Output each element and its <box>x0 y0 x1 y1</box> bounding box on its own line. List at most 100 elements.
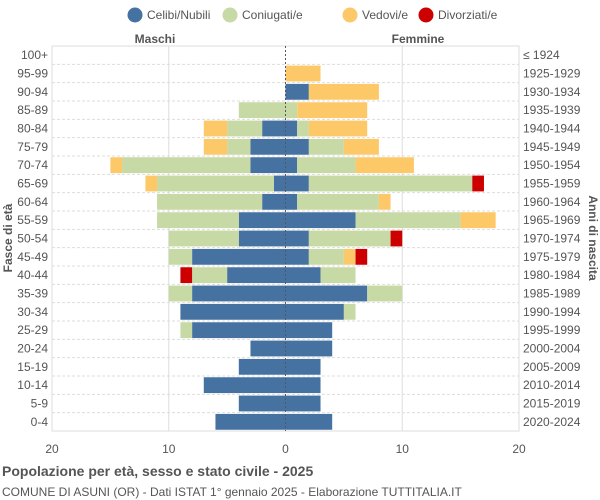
bar-male-celibi-nubili-30-34 <box>180 303 286 320</box>
legend-marker-0 <box>127 7 143 23</box>
age-label: 35-39 <box>17 287 48 301</box>
bar-female-vedovi-e-80-84 <box>308 120 368 137</box>
bar-female-coniugati-e-50-54 <box>308 230 391 247</box>
bar-female-coniugati-e-80-84 <box>297 120 309 137</box>
bar-male-celibi-nubili-5-9 <box>238 395 286 412</box>
birth-year-label: 1990-1994 <box>523 305 581 319</box>
bar-male-celibi-nubili-15-19 <box>238 358 286 375</box>
age-label: 15-19 <box>17 360 48 374</box>
age-label: 10-14 <box>17 378 48 392</box>
age-label: 45-49 <box>17 250 48 264</box>
birth-year-label: 1970-1974 <box>523 232 581 246</box>
legend-marker-2 <box>342 7 358 23</box>
bar-male-celibi-nubili-45-49 <box>192 248 286 265</box>
bar-male-coniugati-e-55-59 <box>157 212 239 229</box>
birth-year-label: ≤ 1924 <box>523 48 560 62</box>
birth-year-label: 1925-1929 <box>523 67 581 81</box>
bar-male-coniugati-e-25-29 <box>180 322 193 339</box>
legend-label: Coniugati/e <box>242 8 303 22</box>
bar-male-celibi-nubili-70-74 <box>250 157 286 174</box>
bar-female-celibi-nubili-20-24 <box>285 340 333 357</box>
legend-label: Divorziati/e <box>438 8 498 22</box>
bar-female-coniugati-e-85-89 <box>285 102 298 119</box>
birth-year-label: 1980-1984 <box>523 268 581 282</box>
age-label: 85-89 <box>17 103 48 117</box>
bar-male-vedovi-e-70-74 <box>110 157 123 174</box>
bar-female-coniugati-e-70-74 <box>297 157 356 174</box>
bar-female-coniugati-e-40-44 <box>320 267 356 284</box>
bar-female-vedovi-e-70-74 <box>355 157 414 174</box>
birth-year-label: 2010-2014 <box>523 378 581 392</box>
bar-female-celibi-nubili-40-44 <box>285 267 321 284</box>
bar-male-celibi-nubili-75-79 <box>250 138 286 155</box>
bar-female-celibi-nubili-25-29 <box>285 322 333 339</box>
birth-year-label: 1950-1954 <box>523 158 581 172</box>
bar-female-vedovi-e-75-79 <box>343 138 379 155</box>
bar-female-coniugati-e-45-49 <box>308 248 344 265</box>
bar-female-celibi-nubili-0-4 <box>285 413 333 430</box>
bar-female-celibi-nubili-60-64 <box>285 193 298 210</box>
birth-year-label: 2015-2019 <box>523 397 581 411</box>
bar-female-celibi-nubili-35-39 <box>285 285 368 302</box>
bar-female-coniugati-e-35-39 <box>367 285 403 302</box>
bar-female-divorziati-e-45-49 <box>355 248 368 265</box>
bar-female-vedovi-e-45-49 <box>343 248 356 265</box>
birth-year-label: 1930-1934 <box>523 85 581 99</box>
legend-label: Celibi/Nubili <box>147 8 210 22</box>
age-label: 100+ <box>21 48 48 62</box>
birth-year-label: 1985-1989 <box>523 287 581 301</box>
bar-male-celibi-nubili-20-24 <box>250 340 286 357</box>
bar-female-coniugati-e-30-34 <box>343 303 356 320</box>
birth-year-label: 1995-1999 <box>523 323 581 337</box>
chart-title: Popolazione per età, sesso e stato civil… <box>2 463 314 479</box>
bar-male-coniugati-e-50-54 <box>168 230 239 247</box>
bar-male-celibi-nubili-55-59 <box>238 212 286 229</box>
bar-female-celibi-nubili-10-14 <box>285 377 321 394</box>
birth-year-label: 1945-1949 <box>523 140 581 154</box>
bar-female-celibi-nubili-75-79 <box>285 138 309 155</box>
x-tick-label: 20 <box>512 442 526 456</box>
birth-year-label: 1965-1969 <box>523 213 581 227</box>
legend-label: Vedovi/e <box>362 8 408 22</box>
age-label: 0-4 <box>31 415 49 429</box>
bar-female-vedovi-e-85-89 <box>297 102 368 119</box>
birth-year-label: 1960-1964 <box>523 195 581 209</box>
bar-male-coniugati-e-85-89 <box>238 102 286 119</box>
birth-year-label: 2000-2004 <box>523 342 581 356</box>
y-axis-title-right: Anni di nascita <box>586 195 600 281</box>
group-label-femmine: Femmine <box>392 32 445 46</box>
age-label: 65-69 <box>17 177 48 191</box>
age-label: 55-59 <box>17 213 48 227</box>
bar-female-celibi-nubili-15-19 <box>285 358 321 375</box>
age-label: 25-29 <box>17 323 48 337</box>
bar-female-vedovi-e-60-64 <box>378 193 391 210</box>
bar-female-celibi-nubili-70-74 <box>285 157 298 174</box>
bar-male-celibi-nubili-60-64 <box>262 193 286 210</box>
age-label: 20-24 <box>17 342 48 356</box>
age-label: 60-64 <box>17 195 48 209</box>
bar-male-coniugati-e-60-64 <box>157 193 263 210</box>
birth-year-label: 1935-1939 <box>523 103 581 117</box>
bar-male-vedovi-e-80-84 <box>203 120 228 137</box>
bar-male-celibi-nubili-10-14 <box>203 377 286 394</box>
birth-year-label: 1975-1979 <box>523 250 581 264</box>
bar-male-vedovi-e-75-79 <box>203 138 228 155</box>
bar-male-celibi-nubili-40-44 <box>227 267 286 284</box>
bar-female-vedovi-e-90-94 <box>308 83 379 100</box>
age-label: 75-79 <box>17 140 48 154</box>
bar-female-vedovi-e-95-99 <box>285 65 321 82</box>
age-label: 50-54 <box>17 232 48 246</box>
bar-male-coniugati-e-65-69 <box>157 175 274 192</box>
bar-female-celibi-nubili-65-69 <box>285 175 309 192</box>
bar-male-celibi-nubili-0-4 <box>215 413 286 430</box>
bar-male-coniugati-e-40-44 <box>192 267 228 284</box>
bar-male-coniugati-e-70-74 <box>122 157 251 174</box>
birth-year-label: 1940-1944 <box>523 122 581 136</box>
bar-male-divorziati-e-40-44 <box>180 267 193 284</box>
age-label: 70-74 <box>17 158 48 172</box>
age-label: 90-94 <box>17 85 48 99</box>
bar-female-celibi-nubili-45-49 <box>285 248 309 265</box>
bar-female-divorziati-e-65-69 <box>472 175 484 192</box>
